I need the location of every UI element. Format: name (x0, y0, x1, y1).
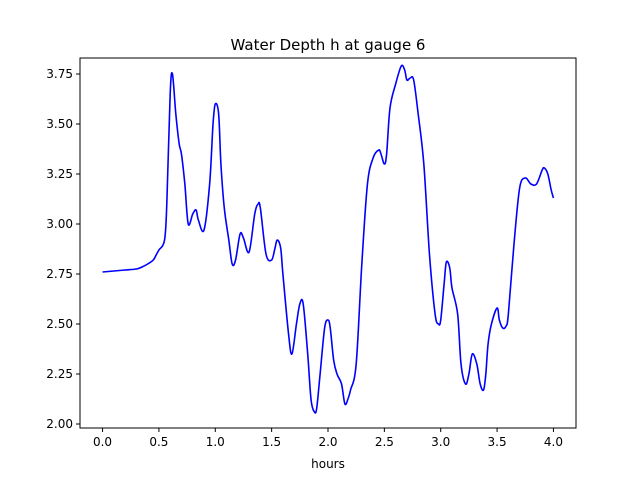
x-axis-label: hours (311, 457, 345, 471)
x-tick-label: 3.5 (488, 435, 507, 449)
y-tick-label: 3.00 (46, 217, 73, 231)
x-axis: 0.0 0.5 1.0 1.5 2.0 2.5 3.0 3.5 4.0 (93, 428, 563, 449)
x-tick-label: 4.0 (544, 435, 563, 449)
x-tick-label: 1.5 (262, 435, 281, 449)
y-tick-label: 2.75 (46, 267, 73, 281)
y-tick-label: 2.25 (46, 367, 73, 381)
x-tick-label: 3.0 (431, 435, 450, 449)
x-tick-label: 2.5 (375, 435, 394, 449)
y-tick-label: 2.00 (46, 417, 73, 431)
series-line-0 (102, 64, 555, 414)
y-tick-label: 3.50 (46, 117, 73, 131)
x-tick-label: 1.0 (206, 435, 225, 449)
plot-area (102, 64, 555, 414)
y-axis: 2.00 2.25 2.50 2.75 3.00 3.25 3.50 3.75 (46, 67, 80, 431)
y-tick-label: 3.25 (46, 167, 73, 181)
chart-title: Water Depth h at gauge 6 (231, 36, 426, 54)
x-tick-label: 0.5 (149, 435, 168, 449)
x-tick-label: 0.0 (93, 435, 112, 449)
x-tick-label: 2.0 (318, 435, 337, 449)
y-tick-label: 3.75 (46, 67, 73, 81)
y-tick-label: 2.50 (46, 317, 73, 331)
